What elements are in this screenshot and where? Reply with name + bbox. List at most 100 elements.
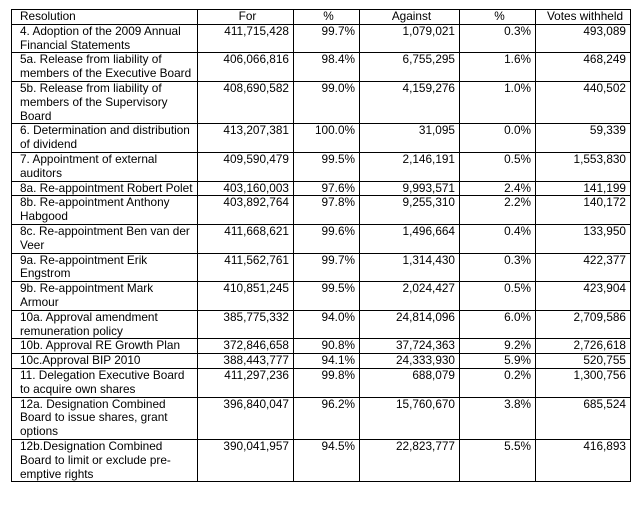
against-cell: 1,079,021: [359, 23, 460, 54]
against-percent-cell: 0.3%: [459, 23, 536, 54]
for-percent-cell: 99.7%: [293, 23, 360, 54]
against-percent-cell: 0.5%: [459, 151, 536, 182]
for-percent-cell: 99.8%: [293, 367, 360, 398]
for-percent-cell: 99.5%: [293, 151, 360, 182]
resolution-cell: 10c.Approval BIP 2010: [11, 353, 198, 369]
resolution-cell: 6. Determination and distribution of div…: [11, 123, 198, 153]
for-percent-cell: 94.5%: [293, 438, 360, 483]
against-cell: 15,760,670: [359, 396, 460, 440]
for-percent-cell: 99.5%: [293, 281, 360, 311]
against-percent-cell: 5.5%: [459, 438, 536, 483]
resolution-cell: 8a. Re-appointment Robert Polet: [11, 180, 198, 197]
for-percent-cell: 99.6%: [293, 223, 360, 254]
votes-withheld-cell: 493,089: [535, 23, 631, 54]
resolution-cell: 10b. Approval RE Growth Plan: [11, 338, 198, 355]
table-row: 8a. Re-appointment Robert Polet 403,160,0…: [11, 180, 631, 197]
resolution-cell: 12b.Designation Combined Board to limit …: [11, 438, 198, 483]
header-resolution: Resolution: [11, 9, 198, 25]
for-cell: 411,668,621: [197, 223, 294, 254]
for-cell: 403,892,764: [197, 195, 294, 225]
votes-withheld-cell: 520,755: [535, 353, 631, 369]
against-cell: 24,333,930: [359, 353, 460, 369]
table-row: 10c.Approval BIP 2010 388,443,777 94.1% 24,…: [11, 353, 631, 369]
votes-withheld-cell: 2,709,586: [535, 309, 631, 340]
resolution-cell: 8b. Re-appointment Anthony Habgood: [11, 195, 198, 225]
against-percent-cell: 0.2%: [459, 367, 536, 398]
against-percent-cell: 0.4%: [459, 223, 536, 254]
header-against: Against: [359, 9, 460, 25]
against-percent-cell: 0.3%: [459, 252, 536, 283]
table-row: 9a. Re-appointment Erik Engstrom 411,562,…: [11, 252, 631, 283]
for-cell: 411,715,428: [197, 23, 294, 54]
against-cell: 1,314,430: [359, 252, 460, 283]
table-row: 5b. Release from liability of members of…: [11, 80, 631, 125]
for-percent-cell: 99.7%: [293, 252, 360, 283]
table-row: 8b. Re-appointment Anthony Habgood 403,89…: [11, 195, 631, 225]
for-cell: 403,160,003: [197, 180, 294, 197]
header-against-percent: %: [459, 9, 536, 25]
table-row: 10b. Approval RE Growth Plan 372,846,658 9…: [11, 338, 631, 355]
for-cell: 385,775,332: [197, 309, 294, 340]
for-percent-cell: 94.1%: [293, 353, 360, 369]
for-cell: 396,840,047: [197, 396, 294, 440]
for-cell: 408,690,582: [197, 80, 294, 125]
for-cell: 413,207,381: [197, 123, 294, 153]
table-row: 9b. Re-appointment Mark Armour 410,851,24…: [11, 281, 631, 311]
for-cell: 411,297,236: [197, 367, 294, 398]
against-percent-cell: 2.4%: [459, 180, 536, 197]
resolution-cell: 9a. Re-appointment Erik Engstrom: [11, 252, 198, 283]
votes-withheld-cell: 416,893: [535, 438, 631, 483]
for-cell: 411,562,761: [197, 252, 294, 283]
table-row: 12a. Designation Combined Board to issue…: [11, 396, 631, 440]
against-cell: 22,823,777: [359, 438, 460, 483]
table-row: 6. Determination and distribution of div…: [11, 123, 631, 153]
votes-withheld-cell: 59,339: [535, 123, 631, 153]
against-cell: 37,724,363: [359, 338, 460, 355]
table-row: 11. Delegation Executive Board to acquir…: [11, 367, 631, 398]
votes-withheld-cell: 685,524: [535, 396, 631, 440]
votes-withheld-cell: 468,249: [535, 52, 631, 82]
votes-withheld-cell: 141,199: [535, 180, 631, 197]
table-row: 5a. Release from liability of members of…: [11, 52, 631, 82]
against-percent-cell: 1.0%: [459, 80, 536, 125]
against-cell: 2,024,427: [359, 281, 460, 311]
against-percent-cell: 2.2%: [459, 195, 536, 225]
table-row: 12b.Designation Combined Board to limit …: [11, 438, 631, 483]
votes-withheld-cell: 422,377: [535, 252, 631, 283]
resolution-cell: 11. Delegation Executive Board to acquir…: [11, 367, 198, 398]
votes-withheld-cell: 440,502: [535, 80, 631, 125]
against-cell: 4,159,276: [359, 80, 460, 125]
against-percent-cell: 0.5%: [459, 281, 536, 311]
against-cell: 688,079: [359, 367, 460, 398]
header-votes-withheld: Votes withheld: [535, 9, 631, 25]
resolution-cell: 5b. Release from liability of members of…: [11, 80, 198, 125]
resolution-cell: 4. Adoption of the 2009 Annual Financial…: [11, 23, 198, 54]
header-row: Resolution For % Against % Votes withhel…: [11, 9, 631, 25]
votes-withheld-cell: 423,904: [535, 281, 631, 311]
against-cell: 31,095: [359, 123, 460, 153]
against-percent-cell: 3.8%: [459, 396, 536, 440]
resolution-cell: 7. Appointment of external auditors: [11, 151, 198, 182]
table-row: 7. Appointment of external auditors 409,5…: [11, 151, 631, 182]
against-percent-cell: 5.9%: [459, 353, 536, 369]
for-percent-cell: 94.0%: [293, 309, 360, 340]
resolution-cell: 9b. Re-appointment Mark Armour: [11, 281, 198, 311]
resolution-cell: 8c. Re-appointment Ben van der Veer: [11, 223, 198, 254]
against-percent-cell: 0.0%: [459, 123, 536, 153]
for-percent-cell: 100.0%: [293, 123, 360, 153]
table-row: 10a. Approval amendment remuneration pol…: [11, 309, 631, 340]
for-percent-cell: 90.8%: [293, 338, 360, 355]
for-percent-cell: 99.0%: [293, 80, 360, 125]
against-percent-cell: 1.6%: [459, 52, 536, 82]
for-percent-cell: 97.6%: [293, 180, 360, 197]
against-cell: 6,755,295: [359, 52, 460, 82]
for-cell: 388,443,777: [197, 353, 294, 369]
for-cell: 410,851,245: [197, 281, 294, 311]
for-cell: 409,590,479: [197, 151, 294, 182]
for-cell: 406,066,816: [197, 52, 294, 82]
resolution-cell: 10a. Approval amendment remuneration pol…: [11, 309, 198, 340]
votes-withheld-cell: 1,300,756: [535, 367, 631, 398]
table-row: 8c. Re-appointment Ben van der Veer 411,6…: [11, 223, 631, 254]
votes-withheld-cell: 1,553,830: [535, 151, 631, 182]
votes-withheld-cell: 133,950: [535, 223, 631, 254]
